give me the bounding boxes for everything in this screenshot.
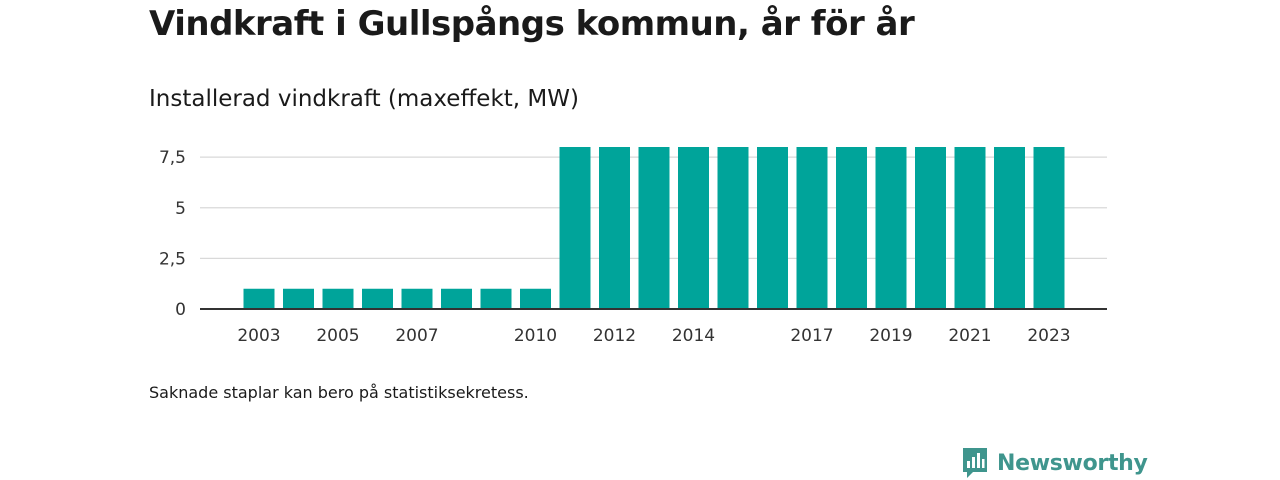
x-tick-label: 2007 — [395, 326, 438, 346]
x-tick-label: 2012 — [593, 326, 636, 346]
bar — [243, 288, 275, 309]
bar — [1033, 147, 1065, 309]
bar — [678, 147, 709, 309]
bar — [836, 147, 867, 309]
bar — [480, 288, 512, 309]
footnote: Saknade staplar kan bero på statistiksek… — [149, 383, 529, 402]
newsworthy-logo-icon — [963, 448, 987, 478]
bar — [994, 147, 1025, 309]
bar — [875, 147, 907, 309]
y-tick-label: 5 — [175, 199, 186, 219]
x-tick-label: 2005 — [316, 326, 359, 346]
bar — [283, 288, 314, 309]
bar — [362, 288, 393, 309]
bar — [559, 147, 591, 309]
bar — [322, 288, 354, 309]
bar — [441, 288, 472, 309]
x-tick-label: 2023 — [1027, 326, 1070, 346]
bar — [796, 147, 828, 309]
y-tick-label: 0 — [175, 300, 186, 320]
bar — [638, 147, 670, 309]
chart-title: Vindkraft i Gullspångs kommun, år för år — [149, 4, 915, 44]
bar — [915, 147, 946, 309]
y-tick-label: 7,5 — [159, 148, 186, 168]
y-tick-label: 2,5 — [159, 249, 186, 269]
x-tick-label: 2019 — [869, 326, 912, 346]
x-tick-label: 2014 — [672, 326, 715, 346]
chart-subtitle: Installerad vindkraft (maxeffekt, MW) — [149, 86, 579, 112]
x-tick-label: 2003 — [237, 326, 280, 346]
x-tick-label: 2010 — [514, 326, 557, 346]
bar — [757, 147, 788, 309]
x-tick-label: 2021 — [948, 326, 991, 346]
bar-chart: 0 2,5 5 7,5 2003 2005 2007 2010 2012 2014 2017 2019… — [159, 147, 1107, 346]
bar — [520, 288, 551, 309]
bar — [717, 147, 749, 309]
newsworthy-logo[interactable]: Newsworthy — [961, 446, 1148, 480]
bar — [954, 147, 986, 309]
bar — [599, 147, 630, 309]
brand-name: Newsworthy — [997, 450, 1148, 476]
x-tick-label: 2017 — [790, 326, 833, 346]
bar — [401, 288, 433, 309]
